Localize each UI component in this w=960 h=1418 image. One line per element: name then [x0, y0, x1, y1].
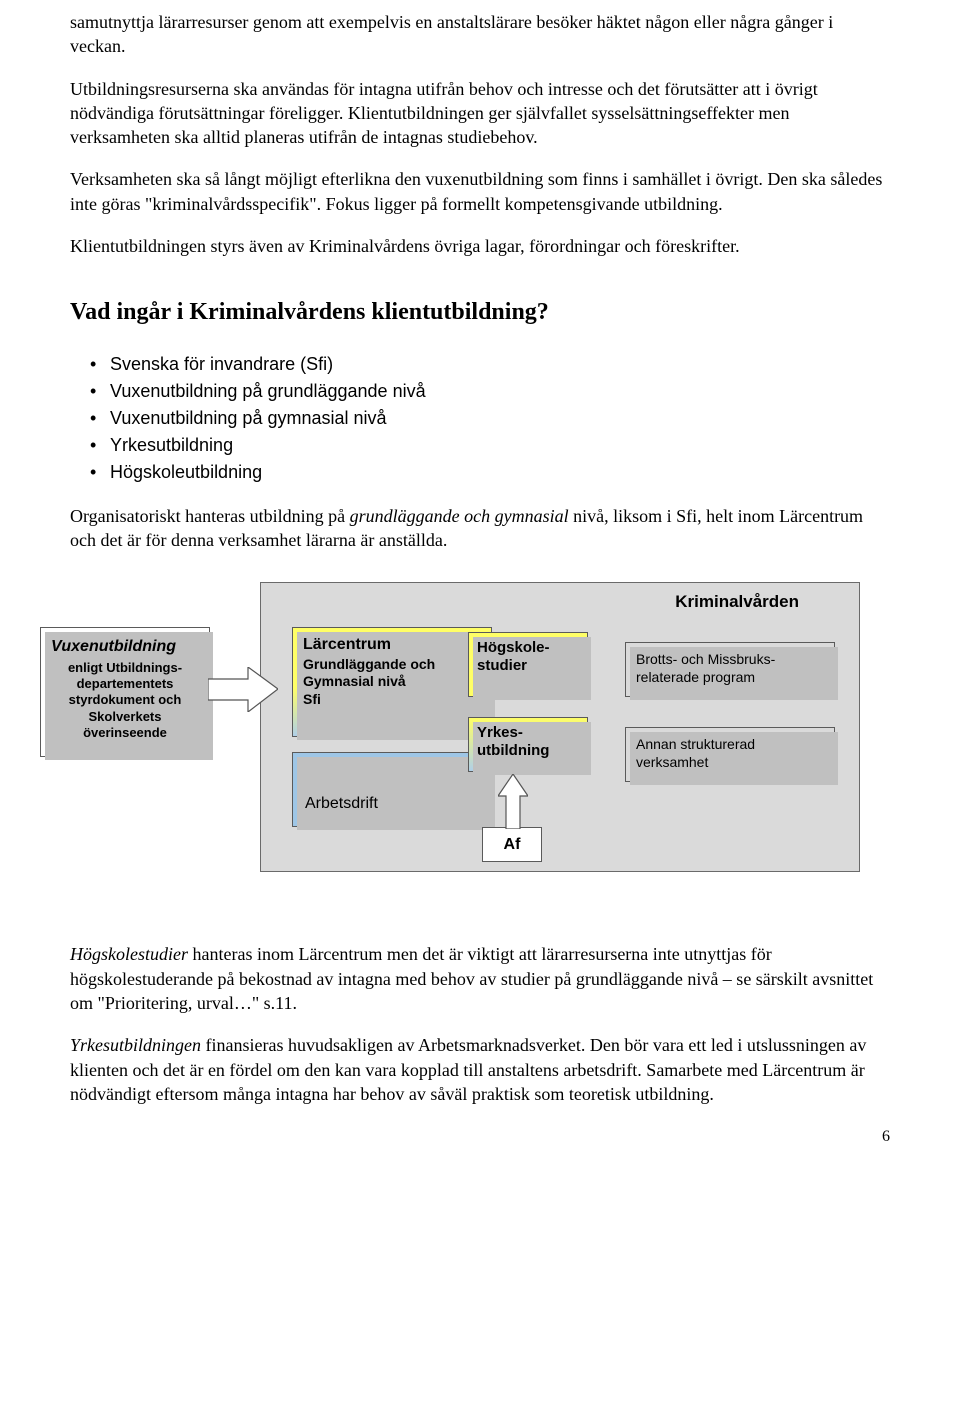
text: Organisatoriskt hanteras utbildning på — [70, 506, 350, 526]
af-box: Af — [482, 827, 542, 862]
paragraph: Klientutbildningen styrs även av Krimina… — [70, 234, 890, 258]
bullet-list: Svenska för invandrare (Sfi) Vuxenutbild… — [70, 351, 890, 486]
yrkes-box: Yrkes-utbildning — [468, 717, 588, 772]
vuxenutbildning-box: Vuxenutbildning enligt Utbildnings-depar… — [40, 627, 210, 757]
kriminalvarden-title: Kriminalvården — [675, 591, 799, 614]
page-number: 6 — [70, 1126, 890, 1148]
text: hanteras inom Lärcentrum men det är vikt… — [70, 944, 873, 1013]
list-item: Vuxenutbildning på grundläggande nivå — [110, 378, 890, 405]
arrow-up-icon — [498, 774, 528, 829]
paragraph: Organisatoriskt hanteras utbildning på g… — [70, 504, 890, 553]
italic-text: grundläggande och gymnasial — [350, 506, 569, 526]
list-item: Högskoleutbildning — [110, 459, 890, 486]
paragraph: samutnyttja lärarresurser genom att exem… — [70, 10, 890, 59]
italic-text: Högskolestudier — [70, 944, 188, 964]
paragraph: Utbildningsresurserna ska användas för i… — [70, 77, 890, 150]
larcentrum-title: Lärcentrum — [303, 634, 481, 656]
vuxen-title: Vuxenutbildning — [51, 636, 199, 658]
arbetsdrift-box: Arbetsdrift — [292, 752, 492, 827]
larcentrum-subtitle: Grundläggande ochGymnasial nivåSfi — [303, 656, 481, 709]
larcentrum-box: Lärcentrum Grundläggande ochGymnasial ni… — [292, 627, 492, 737]
paragraph: Högskolestudier hanteras inom Lärcentrum… — [70, 942, 890, 1015]
arrow-right-icon — [208, 667, 278, 712]
section-heading: Vad ingår i Kriminalvårdens klientutbild… — [70, 296, 890, 328]
list-item: Svenska för invandrare (Sfi) — [110, 351, 890, 378]
paragraph: Yrkesutbildningen finansieras huvudsakli… — [70, 1033, 890, 1106]
list-item: Yrkesutbildning — [110, 432, 890, 459]
brotts-box: Brotts- och Missbruks-relaterade program — [625, 642, 835, 697]
list-item: Vuxenutbildning på gymnasial nivå — [110, 405, 890, 432]
vuxen-subtitle: enligt Utbildnings-departementetsstyrdok… — [51, 660, 199, 741]
paragraph: Verksamheten ska så långt möjligt efterl… — [70, 167, 890, 216]
italic-text: Yrkesutbildningen — [70, 1035, 201, 1055]
organization-diagram: Kriminalvården Vuxenutbildning enligt Ut… — [50, 582, 870, 902]
annan-box: Annan struktureradverksamhet — [625, 727, 835, 782]
hogskole-box: Högskole-studier — [468, 632, 588, 697]
